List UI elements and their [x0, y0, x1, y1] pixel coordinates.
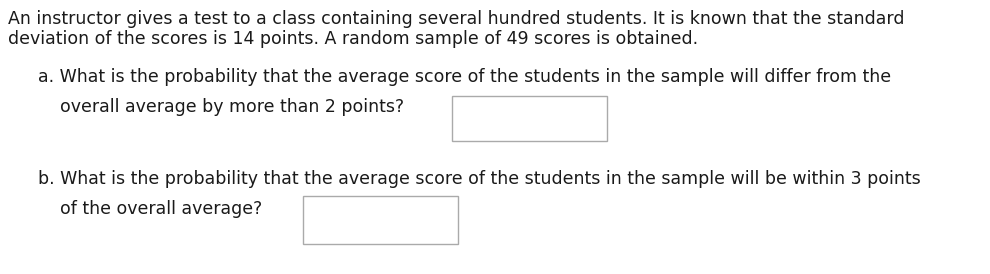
Text: overall average by more than 2 points?: overall average by more than 2 points? [60, 98, 404, 116]
Text: of the overall average?: of the overall average? [60, 200, 262, 218]
Text: deviation of the scores is 14 points. A random sample of 49 scores is obtained.: deviation of the scores is 14 points. A … [8, 30, 698, 48]
Text: a. What is the probability that the average score of the students in the sample : a. What is the probability that the aver… [38, 68, 891, 86]
Text: An instructor gives a test to a class containing several hundred students. It is: An instructor gives a test to a class co… [8, 10, 905, 28]
Bar [303, 196, 458, 244]
Bar [452, 96, 607, 141]
Text: b. What is the probability that the average score of the students in the sample : b. What is the probability that the aver… [38, 170, 921, 188]
